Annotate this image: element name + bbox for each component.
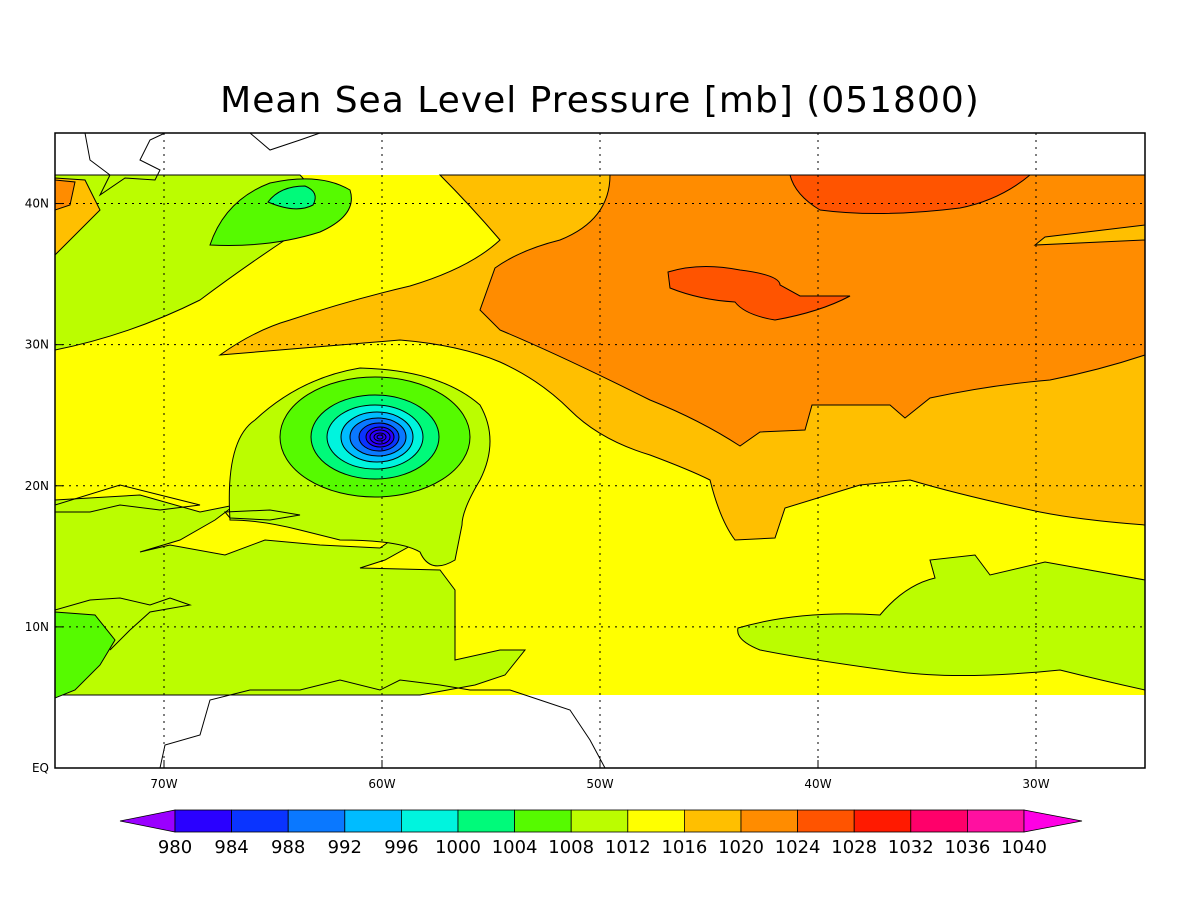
colorbar-label: 980	[158, 837, 192, 858]
map-grid	[55, 133, 1145, 769]
contour-1028-mid	[667, 265, 851, 321]
colorbar-label: 1020	[718, 837, 764, 858]
colorbar-segment	[627, 809, 685, 833]
colorbar-label: 988	[271, 837, 305, 858]
colorbar-label: 996	[384, 837, 418, 858]
map-title: Mean Sea Level Pressure [mb] (051800)	[220, 80, 980, 121]
colorbar-label: 1000	[435, 837, 481, 858]
x-tick-label: 50W	[586, 777, 613, 791]
y-tick-label: 30N	[25, 338, 49, 352]
colorbar-segment	[400, 809, 459, 833]
coastline-north-america	[84, 133, 166, 197]
latitude-axis: EQ 10N 20N 30N 40N	[25, 197, 63, 775]
colorbar-arrow-high	[1023, 809, 1083, 833]
colorbar-label: 1028	[831, 837, 877, 858]
contour-field	[55, 133, 1145, 768]
x-tick-label: 70W	[150, 777, 177, 791]
colorbar-segment	[967, 809, 1025, 833]
colorbar-label: 1004	[492, 837, 538, 858]
contour-1008-nw	[209, 178, 352, 246]
y-tick-label: EQ	[32, 761, 49, 775]
y-tick-label: 20N	[25, 479, 49, 493]
colorbar-label: 1032	[888, 837, 934, 858]
x-tick-label: 40W	[804, 777, 831, 791]
colorbar-label: 1024	[775, 837, 821, 858]
coastlines	[55, 133, 606, 768]
y-tick-label: 10N	[25, 620, 49, 634]
colorbar-segment	[684, 809, 742, 833]
colorbar-segment	[740, 809, 798, 833]
colorbar-segment	[287, 809, 346, 833]
colorbar-label: 984	[214, 837, 248, 858]
colorbar: 980 984 988 992 996 1000 1004 1008 1012 1016 1020 1…	[119, 809, 1083, 858]
colorbar-segment	[344, 809, 402, 833]
colorbar-label: 992	[328, 837, 362, 858]
colorbar-segment	[231, 809, 289, 833]
contour-1012-east	[737, 554, 1145, 691]
coastline-nova-scotia	[249, 133, 321, 151]
colorbar-label: 1008	[548, 837, 594, 858]
contour-1024-west	[55, 179, 76, 211]
colorbar-label: 1012	[605, 837, 651, 858]
colorbar-segment	[853, 809, 912, 833]
colorbar-arrow-low	[119, 809, 176, 833]
coastline-hispaniola	[223, 509, 301, 521]
contour-1008-central-america	[55, 611, 116, 699]
contour-1028-north	[789, 174, 1032, 215]
colorbar-segment	[457, 809, 515, 833]
x-tick-label: 60W	[368, 777, 395, 791]
colorbar-segment	[910, 809, 968, 833]
y-tick-label: 40N	[25, 197, 49, 211]
colorbar-label: 1016	[661, 837, 707, 858]
colorbar-label: 1040	[1001, 837, 1047, 858]
x-tick-label: 30W	[1022, 777, 1049, 791]
colorbar-segment	[174, 809, 232, 833]
colorbar-label: 1036	[944, 837, 990, 858]
hurricane-low	[279, 376, 471, 498]
colorbar-segment	[797, 809, 855, 833]
coastline-central-america	[55, 597, 192, 651]
colorbar-segment	[570, 809, 629, 833]
coastline-cuba	[55, 484, 201, 513]
colorbar-segment	[514, 809, 572, 833]
coastline-south-america	[159, 679, 606, 768]
longitude-axis: 70W 60W 50W 40W 30W	[150, 760, 1050, 791]
